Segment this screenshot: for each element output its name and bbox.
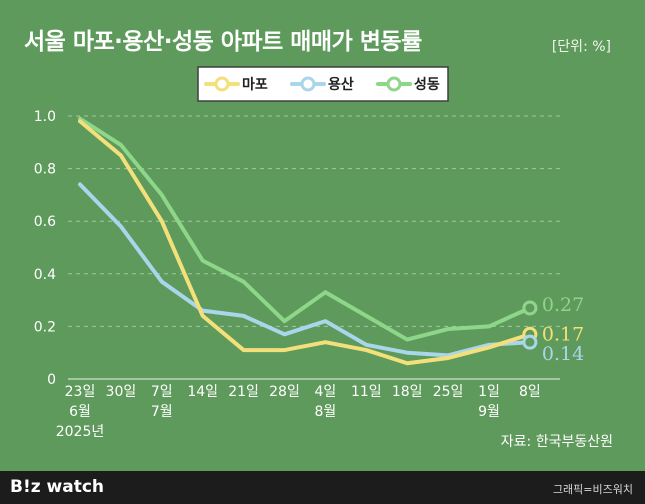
chart-title: 서울 마포·용산·성동 아파트 매매가 변동률 bbox=[24, 29, 422, 55]
footer-bar: B!z watch 그래픽=비즈워치 bbox=[0, 471, 645, 504]
x-tick-label: 18일 bbox=[392, 384, 423, 400]
x-tick-label: 8일 bbox=[519, 384, 541, 400]
x-tick-label: 30일 bbox=[106, 384, 137, 400]
source-label: 자료: 한국부동산원 bbox=[501, 434, 613, 450]
y-tick-label: 0.4 bbox=[34, 267, 56, 283]
series-end-label-용산: 0.14 bbox=[542, 343, 584, 365]
x-tick-label: 25일 bbox=[433, 384, 464, 400]
y-tick-label: 0 bbox=[47, 372, 56, 388]
series-line-용산 bbox=[78, 182, 532, 358]
series-line-성동 bbox=[78, 116, 532, 342]
x-tick-label: 14일 bbox=[187, 384, 218, 400]
graphic-credit: 그래픽=비즈워치 bbox=[552, 483, 633, 496]
x-tick-label: 21일 bbox=[228, 384, 259, 400]
y-tick-label: 0.6 bbox=[34, 214, 56, 230]
x-tick-label: 7일 bbox=[151, 384, 173, 400]
legend-swatch-marker bbox=[214, 76, 230, 92]
series-end-label-마포: 0.17 bbox=[542, 323, 584, 345]
x-tick-label: 23일 bbox=[65, 384, 96, 400]
legend-label: 마포 bbox=[242, 77, 268, 93]
legend-label: 성동 bbox=[414, 77, 440, 93]
x-tick-label: 8월 bbox=[315, 404, 337, 420]
x-tick-label: 6월 bbox=[69, 404, 91, 420]
brand-logo: B!z watch bbox=[10, 477, 105, 497]
x-tick-label: 9월 bbox=[478, 404, 500, 420]
unit-label: [단위: %] bbox=[551, 39, 611, 55]
x-tick-label: 1일 bbox=[478, 384, 500, 400]
x-tick-label: 2025년 bbox=[56, 424, 105, 440]
y-tick-label: 0.8 bbox=[34, 162, 56, 178]
series-end-marker-성동 bbox=[522, 300, 538, 316]
y-tick-label: 0.2 bbox=[34, 319, 56, 335]
legend-swatch-marker bbox=[300, 76, 316, 92]
x-tick-label: 7월 bbox=[151, 404, 173, 420]
series-end-marker-용산 bbox=[522, 334, 538, 350]
legend-label: 용산 bbox=[328, 76, 354, 93]
legend-swatch-marker bbox=[386, 76, 402, 92]
x-tick-label: 11일 bbox=[351, 384, 382, 400]
series-end-label-성동: 0.27 bbox=[542, 294, 584, 316]
x-tick-label: 28일 bbox=[269, 384, 300, 400]
y-tick-label: 1.0 bbox=[34, 109, 56, 125]
series-line-마포 bbox=[78, 119, 532, 366]
x-tick-label: 4일 bbox=[315, 384, 337, 400]
line-chart: 0 0.2 0.4 0.6 0.8 1.0 0.170.14 0.27 마포 용산 성동 23일… bbox=[34, 66, 613, 450]
